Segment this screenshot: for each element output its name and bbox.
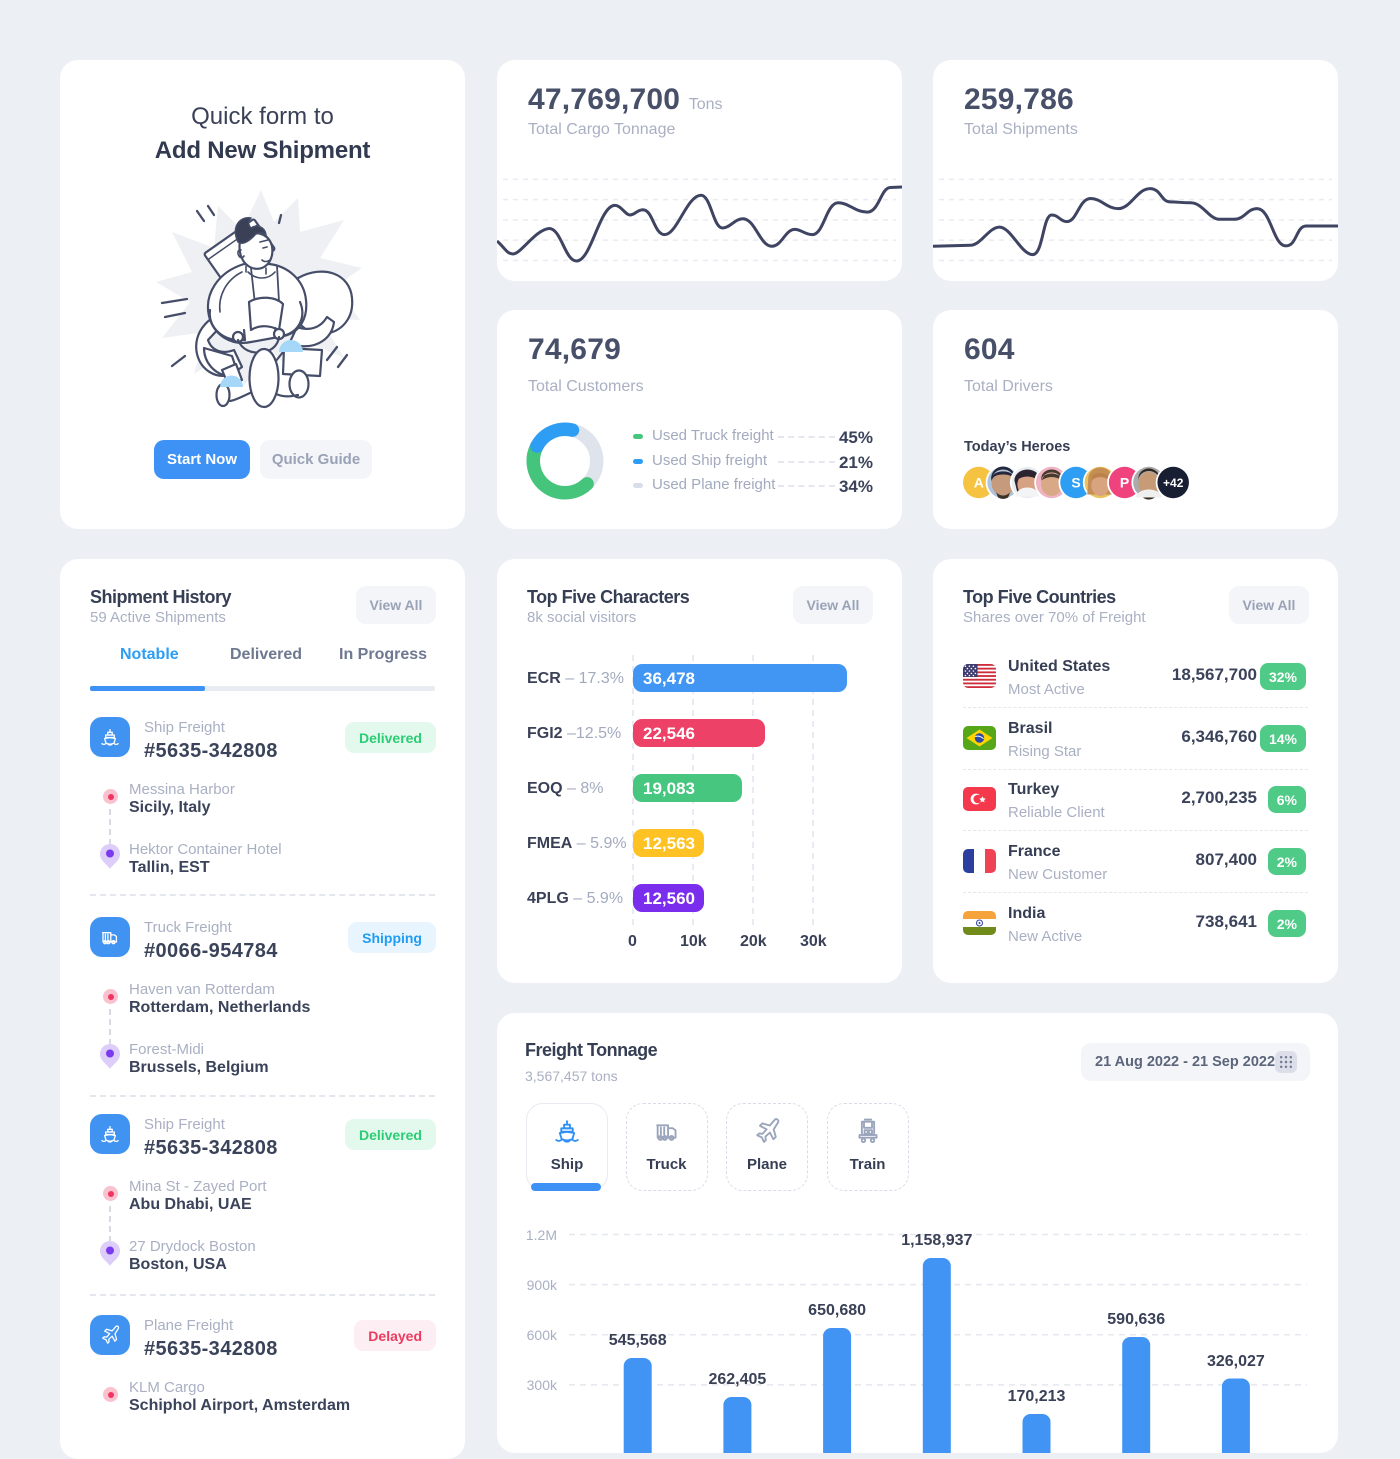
- svg-text:S: S: [1071, 475, 1080, 491]
- svg-text:P: P: [1120, 475, 1129, 491]
- svg-text:A: A: [974, 475, 984, 491]
- svg-text:+42: +42: [1163, 476, 1184, 490]
